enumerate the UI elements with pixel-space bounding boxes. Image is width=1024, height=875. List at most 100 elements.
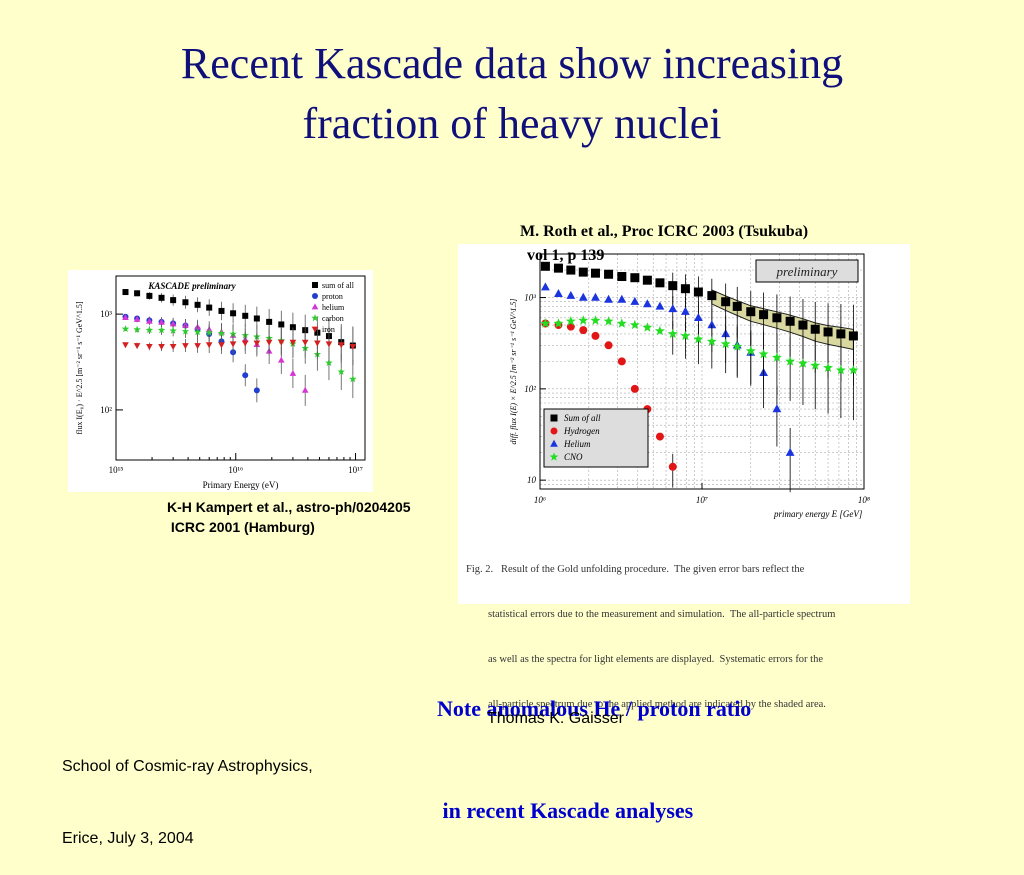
data-point	[241, 340, 249, 347]
data-point	[122, 289, 129, 296]
data-point	[325, 358, 333, 366]
data-point	[193, 328, 202, 336]
data-point	[540, 318, 551, 328]
data-point	[314, 340, 321, 347]
data-point	[590, 268, 600, 278]
data-point	[278, 321, 285, 328]
data-point	[810, 360, 821, 370]
x-tick-label: 10¹⁵	[109, 465, 124, 475]
legend-label: proton	[322, 292, 343, 301]
data-point	[707, 320, 717, 329]
data-point	[253, 340, 261, 347]
x-tick-label: 10¹⁷	[348, 465, 363, 475]
figure-caption-line: Fig. 2. Result of the Gold unfolding pro…	[466, 564, 805, 575]
data-point	[182, 343, 189, 350]
data-point	[732, 341, 743, 351]
legend-marker	[550, 414, 558, 422]
data-point	[301, 339, 309, 346]
right-citation-line-2: vol 1, p 139	[527, 247, 605, 264]
data-point	[540, 261, 550, 271]
data-point	[289, 369, 297, 376]
data-point	[693, 334, 704, 344]
data-point	[242, 312, 249, 319]
data-point	[772, 352, 782, 362]
title-box	[755, 259, 859, 283]
data-point	[785, 447, 795, 456]
data-point	[170, 297, 177, 304]
data-point	[553, 263, 563, 273]
x-tick-label: 10⁶	[534, 495, 546, 505]
data-point	[578, 292, 588, 301]
data-point	[169, 344, 177, 351]
data-point	[301, 386, 309, 393]
data-point	[349, 375, 357, 383]
figure-caption-line: all-particle spectrum due to the applied…	[488, 699, 826, 710]
data-point	[122, 313, 129, 320]
data-point	[133, 315, 141, 322]
data-point	[277, 356, 285, 363]
data-point	[667, 328, 678, 339]
legend-marker	[312, 282, 318, 288]
data-point	[253, 315, 260, 322]
slide-title-line-1: Recent Kascade data show increasing	[180, 39, 844, 88]
data-point	[681, 306, 690, 315]
data-point	[655, 301, 665, 310]
footer-left: School of Cosmic-ray Astrophysics, Erice…	[62, 707, 313, 875]
x-tick-label: 10⁸	[858, 495, 870, 505]
data-point	[810, 324, 820, 334]
data-point	[122, 342, 129, 349]
data-point	[668, 304, 678, 313]
data-point	[578, 267, 588, 277]
left-citation-line-2: ICRC 2001 (Hamburg)	[167, 519, 315, 535]
chart-title: preliminary	[776, 264, 838, 279]
data-point	[566, 265, 576, 275]
data-point	[642, 275, 652, 285]
data-point	[745, 345, 756, 356]
data-point	[616, 318, 627, 328]
data-point	[617, 272, 627, 282]
y-tick-label: 10³	[100, 309, 112, 319]
data-point	[217, 329, 226, 337]
series-Hydrogen	[541, 319, 677, 488]
series-CNO	[540, 315, 859, 421]
series-helium	[122, 313, 309, 406]
data-point	[655, 278, 665, 288]
data-point	[707, 291, 717, 301]
data-point	[169, 326, 177, 334]
legend-label: sum of all	[322, 281, 355, 290]
data-point	[759, 310, 769, 320]
data-point	[758, 348, 769, 359]
data-point	[604, 294, 613, 303]
footer-left-line-1: School of Cosmic-ray Astrophysics,	[62, 758, 313, 775]
data-point	[732, 301, 742, 311]
footer-author: Thomas K. Gaisser	[487, 710, 624, 727]
data-point	[181, 327, 190, 335]
data-point	[146, 292, 153, 299]
y-tick-label: 10³	[524, 293, 536, 303]
legend-label: Sum of all	[564, 413, 601, 423]
kascade-chart: 10¹⁵ 10¹⁶ 10¹⁷ 10² 10³ Primary Energy (eV) flu…	[75, 275, 366, 490]
data-point	[158, 344, 165, 351]
data-point	[229, 341, 237, 348]
data-point	[133, 325, 141, 333]
data-point	[145, 326, 154, 334]
data-point	[121, 325, 130, 333]
data-point	[680, 284, 690, 294]
data-point	[591, 331, 600, 340]
legend-label: Helium	[563, 439, 591, 449]
data-point	[157, 326, 166, 334]
data-point	[848, 365, 859, 375]
data-point	[630, 273, 640, 283]
data-point	[604, 341, 613, 350]
data-point	[617, 357, 626, 366]
y-axis-label: flux I(E₀) · E^2.5 [m⁻² sr⁻¹ s⁻¹ GeV^1.5…	[75, 301, 84, 434]
systematic-band	[711, 289, 854, 351]
data-point	[337, 342, 345, 349]
data-point	[289, 324, 296, 331]
x-axis-label: Primary Energy (eV)	[203, 480, 279, 490]
data-point	[693, 287, 703, 297]
y-tick-label: 10	[527, 475, 537, 485]
legend-label: carbon	[322, 314, 344, 323]
data-point	[798, 358, 808, 368]
legend-marker	[549, 452, 559, 461]
